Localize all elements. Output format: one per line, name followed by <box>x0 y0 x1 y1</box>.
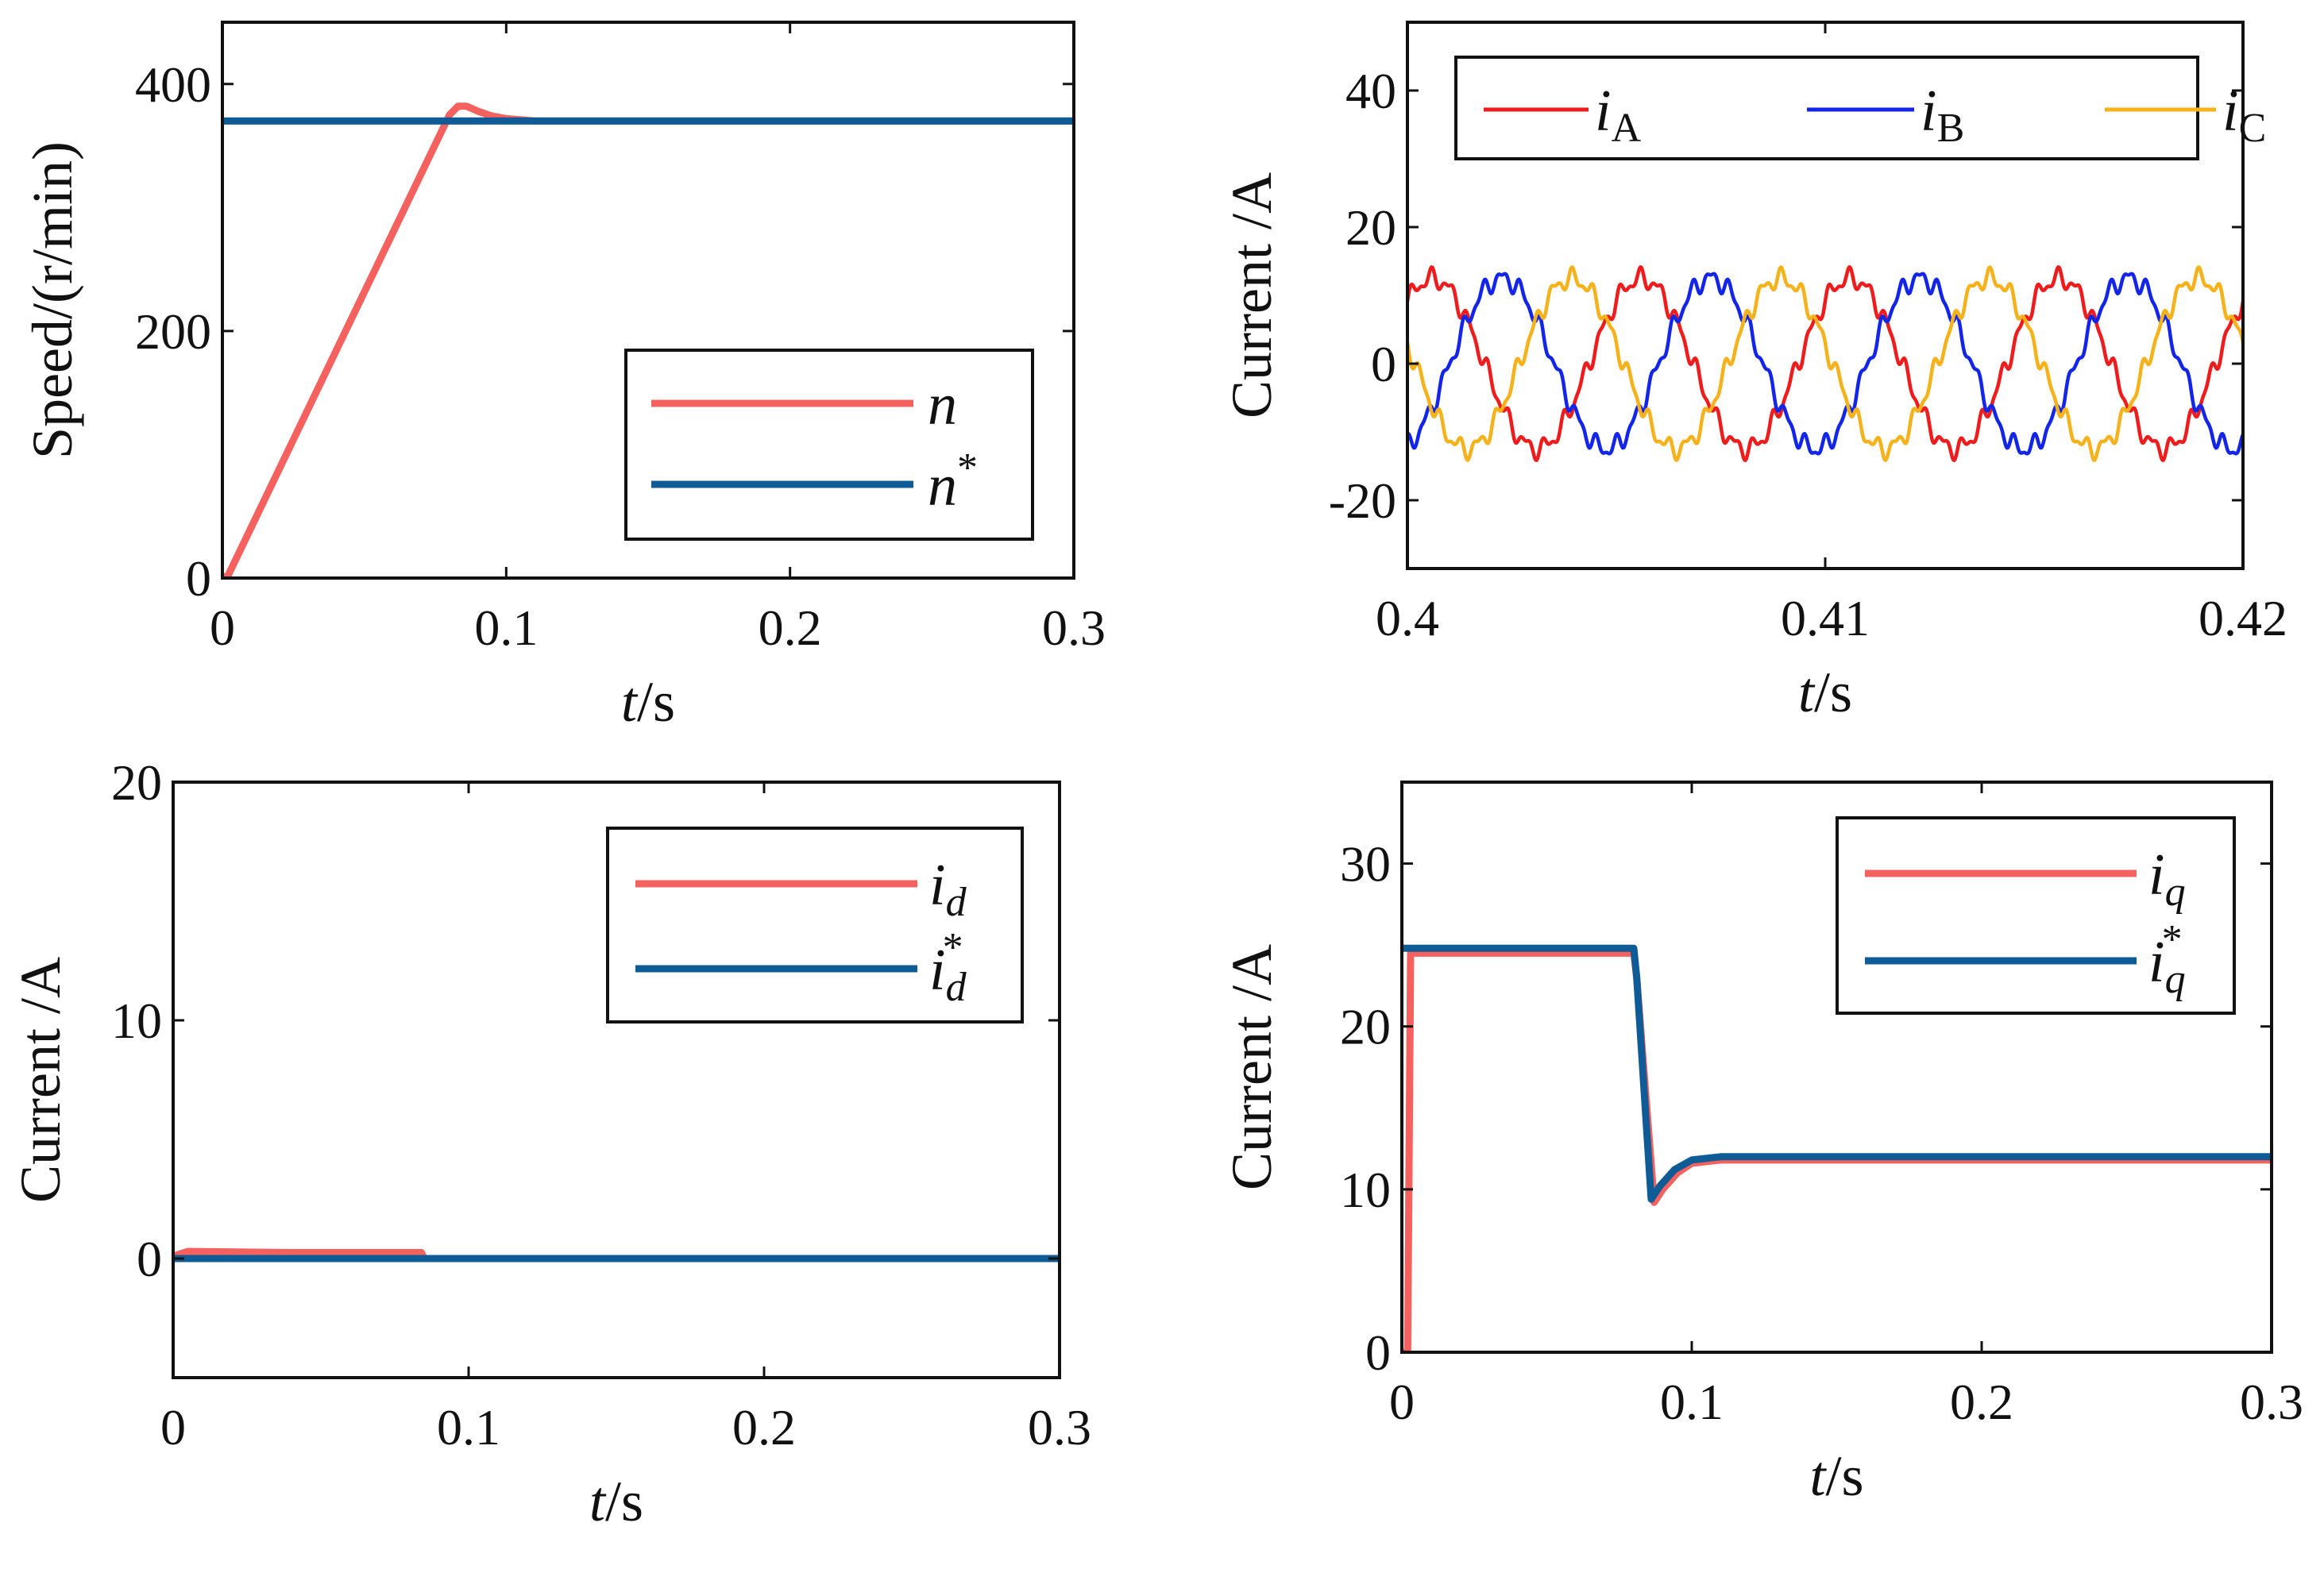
x-axis-label-var: t <box>621 670 639 734</box>
x-tick-label: 0.1 <box>437 1399 500 1455</box>
legend-box <box>606 827 1024 1024</box>
legend-symbol: i <box>1595 79 1612 144</box>
plot-area <box>1407 265 2243 462</box>
legend-symbol: n <box>928 372 957 438</box>
y-tick-label: 20 <box>111 754 162 811</box>
legend-symbol: n <box>928 453 957 519</box>
legend-label-0: id <box>929 853 967 925</box>
legend-subscript: q <box>2165 869 2186 915</box>
legend-symbol: i <box>2148 842 2165 908</box>
x-tick-label: 0.3 <box>2240 1374 2303 1430</box>
x-tick-label: 0 <box>160 1399 186 1455</box>
legend-label-0: n <box>928 372 957 438</box>
y-tick-label: 0 <box>186 550 211 607</box>
plot-area <box>173 1247 1060 1263</box>
legend-subscript: q <box>2165 957 2186 1002</box>
y-tick-label: 0 <box>1365 1324 1391 1381</box>
y-axis-label: Current /A <box>9 957 72 1203</box>
x-tick-label: 0.42 <box>2199 590 2287 646</box>
series-line-iq* <box>1402 944 2272 1203</box>
x-tick-label: 0.3 <box>1042 599 1106 656</box>
y-axis-label: Current /A <box>1220 944 1284 1190</box>
y-tick-label: 20 <box>1345 199 1396 256</box>
legend-symbol: i <box>929 938 946 1003</box>
legend-subscript: d <box>946 965 967 1010</box>
plot-area <box>1402 944 2272 1352</box>
legend-label-0: iA <box>1595 79 1642 151</box>
legend-symbol: i <box>1921 79 1937 144</box>
x-axis-label-unit: /s <box>605 1470 643 1533</box>
legend: nn* <box>624 349 1034 541</box>
y-tick-label: 0 <box>137 1231 162 1287</box>
x-axis-label: t/s <box>1798 661 1852 724</box>
y-tick-label: 0 <box>1371 336 1396 392</box>
y-axis-label: Speed/(r/min) <box>21 141 84 459</box>
legend-superscript: * <box>943 925 963 970</box>
x-axis-label: t/s <box>589 1470 643 1533</box>
axes-frame <box>1400 781 2273 1354</box>
y-tick-label: 40 <box>1345 63 1396 119</box>
legend-subscript: B <box>1937 106 1965 151</box>
y-tick-label: 10 <box>1340 1162 1391 1218</box>
x-tick-label: 0.2 <box>732 1399 796 1455</box>
legend-subscript: A <box>1612 106 1642 151</box>
x-axis-label-var: t <box>1809 1444 1827 1508</box>
series-line-iA <box>1407 265 2243 462</box>
x-axis-label: t/s <box>621 670 675 734</box>
x-tick-label: 0.1 <box>474 599 538 656</box>
x-tick-label: 0.3 <box>1028 1399 1091 1455</box>
x-axis-label: t/s <box>1809 1444 1863 1508</box>
x-tick-label: 0.1 <box>1660 1374 1724 1430</box>
y-axis-label: Current /A <box>1220 172 1284 418</box>
legend-symbol: i <box>2148 930 2165 995</box>
legend-superscript: * <box>2162 917 2183 962</box>
legend-box <box>1836 816 2236 1015</box>
series-line-iC <box>1407 265 2243 462</box>
x-tick-label: 0 <box>210 599 235 656</box>
legend-subscript: C <box>2239 106 2267 151</box>
legend-box <box>624 349 1034 541</box>
legend-label-2: iC <box>2222 79 2266 151</box>
x-axis-label-unit: /s <box>1825 1444 1863 1508</box>
axes-frame <box>172 781 1061 1379</box>
x-axis-label-var: t <box>589 1470 607 1533</box>
plot-area <box>222 102 1074 578</box>
legend-subscript: d <box>946 880 967 925</box>
x-axis-label-unit: /s <box>1814 661 1852 724</box>
x-tick-label: 0.41 <box>1781 590 1870 646</box>
legend-label-1: n* <box>928 445 978 519</box>
x-axis-label-var: t <box>1798 661 1816 724</box>
x-tick-label: 0.2 <box>1950 1374 2013 1430</box>
axes-frame <box>221 21 1075 580</box>
legend: iA iB iC <box>1454 56 2266 160</box>
legend-symbol: i <box>929 853 946 918</box>
y-tick-label: 10 <box>111 993 162 1049</box>
y-tick-label: -20 <box>1329 472 1396 529</box>
legend-label-1: iB <box>1921 79 1964 151</box>
legend-superscript: * <box>957 445 978 491</box>
x-tick-label: 0 <box>1389 1374 1415 1430</box>
y-tick-label: 30 <box>1340 836 1391 892</box>
legend-label-0: iq <box>2148 842 2186 915</box>
legend-label-1: iq* <box>2148 917 2186 1002</box>
y-tick-label: 400 <box>135 56 211 113</box>
x-axis-label-unit: /s <box>637 670 675 734</box>
legend-symbol: i <box>2222 79 2239 144</box>
y-tick-label: 20 <box>1340 999 1391 1055</box>
legend-label-1: id* <box>929 925 967 1010</box>
x-tick-label: 0.4 <box>1376 590 1439 646</box>
y-tick-label: 200 <box>135 303 211 360</box>
series-line-iB <box>1407 272 2243 456</box>
x-tick-label: 0.2 <box>759 599 822 656</box>
